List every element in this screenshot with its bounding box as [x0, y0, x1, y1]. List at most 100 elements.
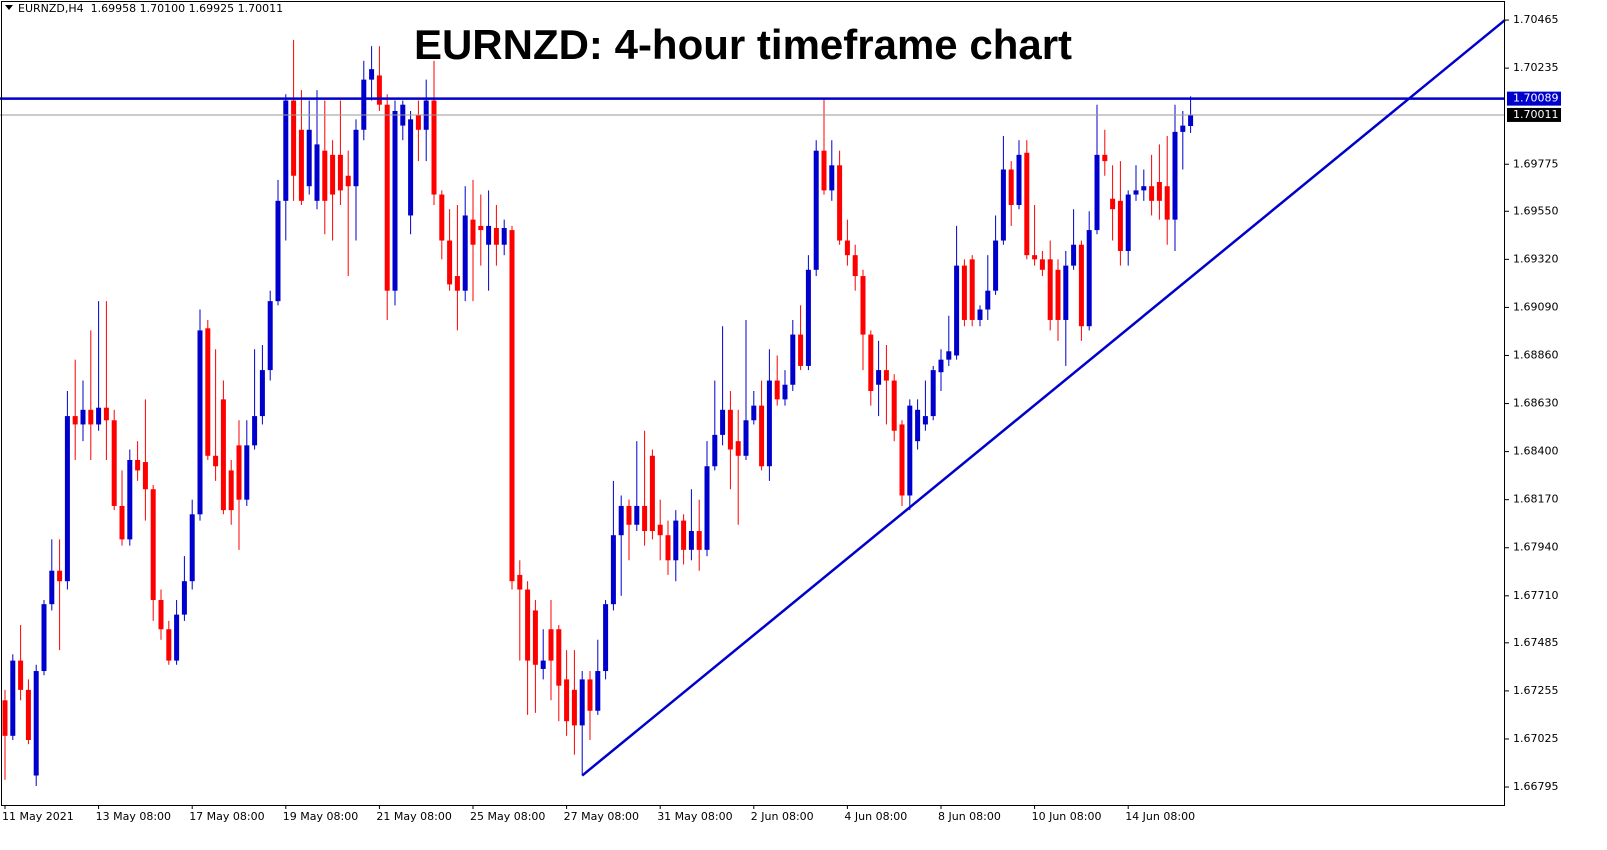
candle-body — [1102, 154, 1108, 162]
candle-body — [1086, 230, 1092, 327]
candle-body — [25, 689, 31, 741]
candle-body — [1172, 131, 1178, 220]
candle-body — [236, 445, 242, 500]
candle-body — [852, 255, 858, 277]
x-tick-label: 4 Jun 08:00 — [844, 810, 907, 823]
candle-body — [587, 679, 593, 711]
y-tick-label: 1.69550 — [1513, 204, 1559, 217]
x-tick-label: 8 Jun 08:00 — [938, 810, 1001, 823]
y-tick-label: 1.70235 — [1513, 61, 1559, 74]
candle-body — [330, 154, 336, 195]
candle-body — [486, 225, 492, 245]
price-label: 1.70089 — [1513, 92, 1559, 105]
candle-body — [41, 604, 47, 672]
candle-body — [33, 671, 39, 776]
candle-body — [790, 334, 796, 385]
candle-body — [1078, 244, 1084, 327]
candle-body — [1055, 269, 1061, 320]
chart-title: EURNZD: 4-hour timeframe chart — [414, 21, 1072, 68]
candle-body — [1133, 190, 1139, 195]
y-tick-label: 1.69775 — [1513, 157, 1559, 170]
plot-frame — [1, 1, 1505, 806]
y-tick-label: 1.68170 — [1513, 493, 1559, 506]
symbol-icon — [5, 5, 13, 10]
candle-body — [860, 276, 866, 335]
candle-body — [10, 660, 16, 736]
candle-body — [642, 505, 648, 532]
candle-body — [1125, 194, 1131, 251]
candle-body — [961, 265, 967, 320]
y-tick-label: 1.69320 — [1513, 252, 1559, 265]
candle-body — [564, 679, 570, 722]
candle-body — [18, 660, 24, 690]
candle-body — [291, 100, 297, 176]
candle-body — [634, 505, 640, 525]
x-tick-label: 14 Jun 08:00 — [1125, 810, 1195, 823]
candle-body — [712, 434, 718, 467]
candle-body — [954, 265, 960, 356]
candle-body — [298, 129, 304, 201]
candle-body — [166, 629, 172, 661]
candle-body — [1016, 154, 1022, 206]
candle-body — [509, 230, 515, 582]
candle-body — [876, 370, 882, 385]
price-label-box — [1507, 107, 1561, 122]
candle-body — [969, 259, 975, 320]
chart-header: EURNZD,H4 1.69958 1.70100 1.69925 1.7001… — [18, 2, 283, 15]
candle-body — [454, 276, 460, 291]
candle-body — [1071, 244, 1077, 266]
candle-body — [49, 570, 55, 605]
candle-body — [517, 574, 523, 590]
x-tick-label: 21 May 08:00 — [376, 810, 451, 823]
candle-body — [174, 614, 180, 661]
candle-body — [283, 100, 289, 201]
x-tick-label: 2 Jun 08:00 — [751, 810, 814, 823]
candle-body — [751, 405, 757, 421]
candle-body — [119, 505, 125, 540]
candle-body — [1024, 152, 1030, 256]
x-tick-label: 25 May 08:00 — [470, 810, 545, 823]
candle-body — [384, 104, 390, 291]
candle-body — [189, 514, 195, 582]
candle-body — [657, 524, 663, 536]
candle-body — [314, 144, 320, 201]
y-tick-label: 1.66795 — [1513, 780, 1559, 793]
y-tick-label: 1.67255 — [1513, 684, 1559, 697]
candle-body — [1141, 186, 1147, 191]
candle-body — [1047, 259, 1053, 320]
x-tick-label: 13 May 08:00 — [96, 810, 171, 823]
candle-body — [571, 689, 577, 726]
candle-body — [478, 225, 484, 231]
candle-body — [618, 505, 624, 536]
candle-body — [220, 399, 226, 511]
candle-body — [1180, 125, 1186, 132]
plot-area — [0, 19, 1506, 786]
y-tick-label: 1.67710 — [1513, 589, 1559, 602]
candle-body — [150, 489, 156, 600]
candle-body — [603, 604, 609, 672]
price-label: 1.70011 — [1513, 108, 1559, 121]
candle-body — [213, 455, 219, 467]
candle-body — [782, 384, 788, 400]
candle-body — [462, 215, 468, 291]
candle-body — [252, 416, 258, 446]
candle-body — [720, 409, 726, 435]
candle-body — [181, 581, 187, 615]
candle-body — [415, 115, 421, 130]
candle-body — [899, 424, 905, 496]
candle-body — [837, 165, 843, 241]
candle-body — [1117, 200, 1123, 251]
candle-body — [392, 110, 398, 291]
candle-body — [868, 334, 874, 392]
x-tick-label: 31 May 08:00 — [657, 810, 732, 823]
y-tick-label: 1.68860 — [1513, 348, 1559, 361]
candle-body — [1156, 182, 1162, 201]
candle-body — [244, 445, 250, 500]
candle-body — [337, 154, 343, 191]
candle-body — [626, 505, 632, 525]
x-tick-label: 17 May 08:00 — [189, 810, 264, 823]
candle-body — [844, 240, 850, 256]
candle-body — [1149, 186, 1155, 201]
candle-body — [353, 129, 359, 187]
candle-body — [525, 589, 531, 661]
